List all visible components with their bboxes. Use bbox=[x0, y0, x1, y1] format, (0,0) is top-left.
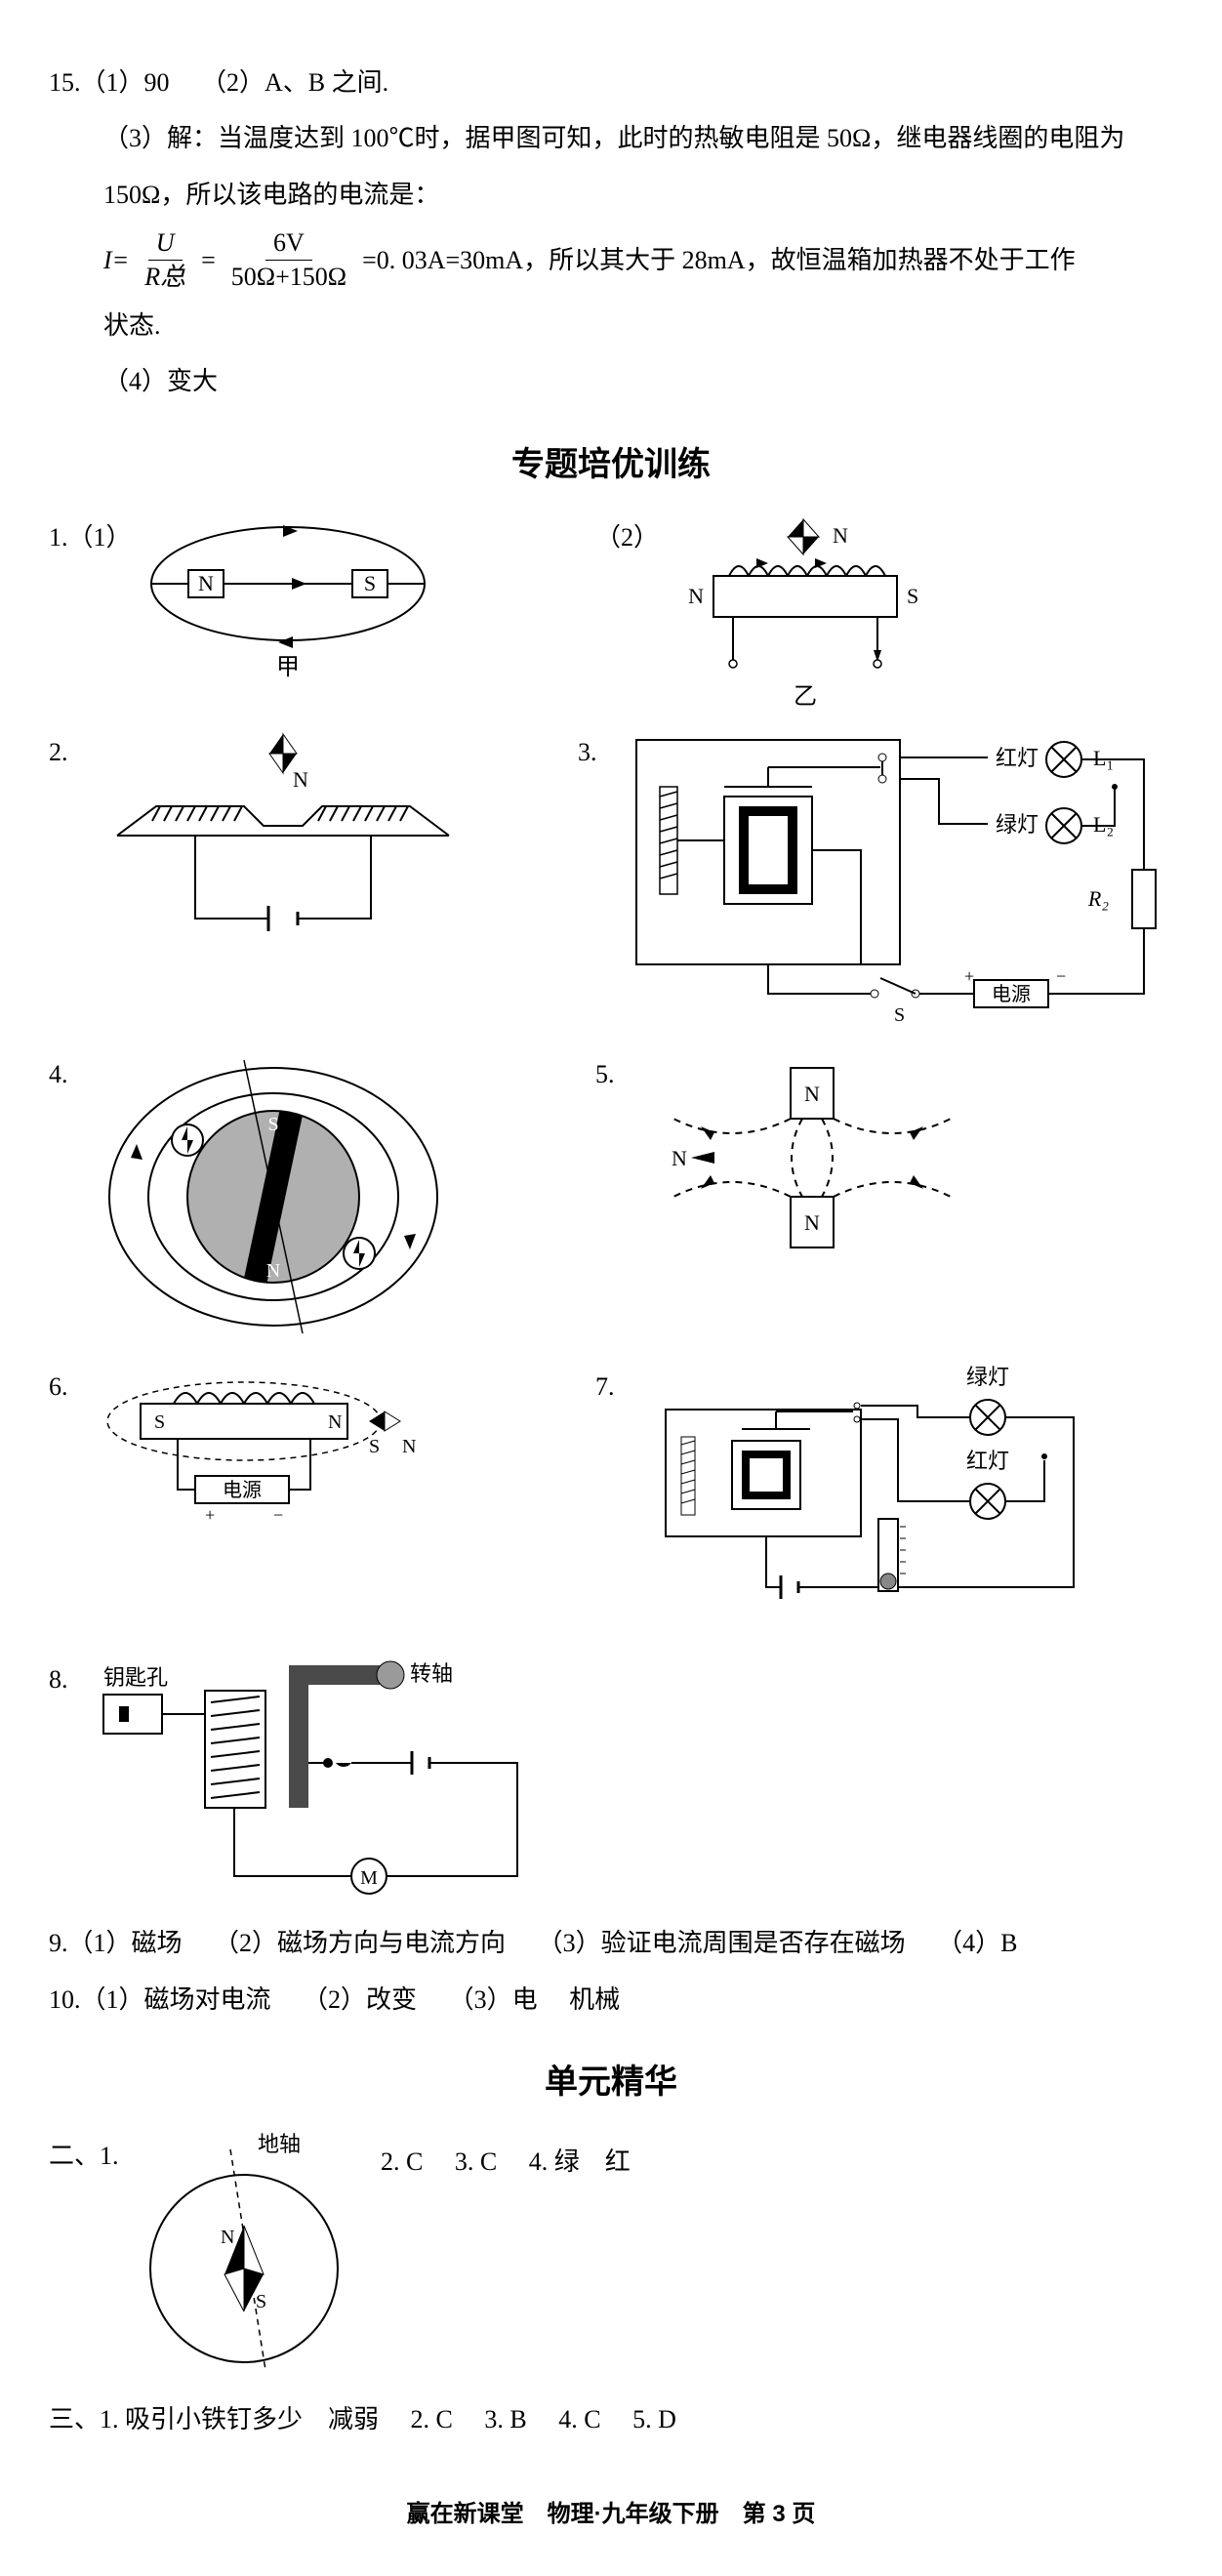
sec2-row: 二、1. 地轴 N S 2. C 3. C 4. 绿 红 bbox=[49, 2132, 1173, 2376]
q15-line6: （4）变大 bbox=[49, 357, 1173, 405]
q9: 9.（1）磁场 （2）磁场方向与电流方向 （3）验证电流周围是否存在磁场 （4）… bbox=[49, 1919, 1173, 1967]
section1-title: 专题培优训练 bbox=[49, 433, 1173, 497]
q15-line5: 状态. bbox=[49, 302, 1173, 349]
svg-text:N: N bbox=[198, 571, 214, 595]
earth-diagram: 地轴 N S bbox=[137, 2132, 351, 2376]
svg-text:S: S bbox=[363, 571, 375, 595]
svg-text:N: N bbox=[328, 1411, 342, 1433]
rhs: =0. 03A=30mA，所以其大于 28mA，故恒温箱加热器不处于工作 bbox=[362, 236, 1076, 284]
svg-text:N: N bbox=[804, 1082, 820, 1106]
page-footer: 赢在新课堂 物理·九年级下册 第 3 页 bbox=[49, 2492, 1173, 2537]
q1-diagram-yi: N N S 乙 bbox=[659, 513, 952, 709]
svg-text:N: N bbox=[804, 1210, 820, 1235]
q15-1: 15.（1）90 bbox=[49, 68, 170, 97]
q7-diagram: 绿灯 红灯 bbox=[644, 1363, 1113, 1636]
q3-num: 3. bbox=[578, 728, 627, 776]
q1-num: 1.（1） bbox=[49, 513, 132, 561]
q2-diagram: N bbox=[98, 728, 468, 953]
svg-text:+: + bbox=[964, 966, 974, 986]
svg-text:电源: 电源 bbox=[992, 983, 1031, 1005]
q15-line1: 15.（1）90 （2）A、B 之间. bbox=[49, 59, 1173, 106]
svg-text:转轴: 转轴 bbox=[410, 1661, 453, 1686]
svg-text:电源: 电源 bbox=[223, 1479, 262, 1501]
q15-formula: I= U R总 = 6V 50Ω+150Ω =0. 03A=30mA，所以其大于… bbox=[49, 226, 1173, 294]
svg-text:红灯: 红灯 bbox=[966, 1449, 1009, 1473]
svg-text:S: S bbox=[369, 1436, 380, 1457]
svg-text:N: N bbox=[402, 1436, 416, 1457]
q2-q3-row: 2. N 3. bbox=[49, 728, 1173, 1031]
q5-diagram: N N N bbox=[644, 1050, 996, 1265]
section2-title: 单元精华 bbox=[49, 2051, 1173, 2114]
q7-num: 7. bbox=[595, 1363, 644, 1411]
q15-line3: 150Ω，所以该电路的电流是： bbox=[49, 171, 1173, 219]
q4-diagram: S N bbox=[98, 1050, 449, 1343]
svg-text:L₂: L₂ bbox=[1093, 812, 1114, 837]
svg-text:S: S bbox=[907, 584, 918, 608]
svg-text:S: S bbox=[267, 1114, 278, 1135]
q1-part2: （2） bbox=[595, 513, 659, 561]
q8-num: 8. bbox=[49, 1656, 98, 1703]
svg-text:N: N bbox=[221, 2227, 234, 2248]
svg-text:乙: 乙 bbox=[794, 684, 817, 709]
frac1: U R总 bbox=[137, 226, 193, 294]
q10: 10.（1）磁场对电流 （2）改变 （3）电 机械 bbox=[49, 1976, 1173, 2024]
svg-text:绿灯: 绿灯 bbox=[966, 1365, 1009, 1389]
svg-text:N: N bbox=[688, 584, 704, 608]
svg-text:−: − bbox=[273, 1505, 283, 1525]
q15-line2: （3）解：当温度达到 100℃时，据甲图可知，此时的热敏电阻是 50Ω，继电器线… bbox=[49, 114, 1173, 162]
q5-num: 5. bbox=[595, 1050, 644, 1098]
svg-text:+: + bbox=[205, 1505, 215, 1525]
svg-text:N: N bbox=[833, 523, 848, 548]
svg-text:R₂: R₂ bbox=[1087, 886, 1109, 911]
sec2-prefix: 二、1. bbox=[49, 2132, 137, 2180]
svg-text:−: − bbox=[1056, 966, 1066, 986]
svg-text:绿灯: 绿灯 bbox=[996, 812, 1039, 837]
svg-text:N: N bbox=[266, 1260, 280, 1282]
svg-text:钥匙孔: 钥匙孔 bbox=[103, 1665, 168, 1690]
q1-diagram-jia: N S 甲 bbox=[132, 513, 444, 679]
q8-row: 8. 钥匙孔 转轴 M bbox=[49, 1656, 1173, 1900]
sec2-answers: 2. C 3. C 4. 绿 红 bbox=[381, 2132, 631, 2186]
svg-text:N: N bbox=[293, 767, 308, 792]
q8-diagram: 钥匙孔 转轴 M bbox=[98, 1656, 605, 1900]
q2-num: 2. bbox=[49, 728, 98, 776]
sec3: 三、1. 吸引小铁钉多少 减弱 2. C 3. B 4. C 5. D bbox=[49, 2395, 1173, 2443]
lhs: I= bbox=[103, 236, 129, 284]
svg-text:S: S bbox=[256, 2291, 266, 2312]
frac2: 6V 50Ω+150Ω bbox=[224, 226, 354, 294]
q4-num: 4. bbox=[49, 1050, 98, 1098]
q4-q5-row: 4. S N 5. N N bbox=[49, 1050, 1173, 1343]
svg-text:红灯: 红灯 bbox=[996, 746, 1039, 770]
q3-diagram: 红灯 L₁ 绿灯 L₂ R₂ 电源 + − S bbox=[627, 728, 1173, 1031]
svg-text:L₁: L₁ bbox=[1093, 746, 1114, 770]
svg-text:M: M bbox=[360, 1867, 378, 1889]
svg-text:N: N bbox=[672, 1146, 687, 1170]
svg-text:S: S bbox=[154, 1411, 165, 1433]
q15-2: （2）A、B 之间. bbox=[201, 68, 388, 97]
q6-diagram: S N S N 电源 + − bbox=[98, 1363, 488, 1568]
q6-q7-row: 6. S N S N 电源 + − 7. 绿灯 bbox=[49, 1363, 1173, 1636]
q6-num: 6. bbox=[49, 1363, 98, 1411]
svg-text:S: S bbox=[894, 1004, 905, 1026]
svg-text:地轴: 地轴 bbox=[258, 2132, 301, 2156]
q1-row: 1.（1） N S 甲 （2） N bbox=[49, 513, 1173, 709]
svg-text:甲: 甲 bbox=[276, 655, 300, 679]
